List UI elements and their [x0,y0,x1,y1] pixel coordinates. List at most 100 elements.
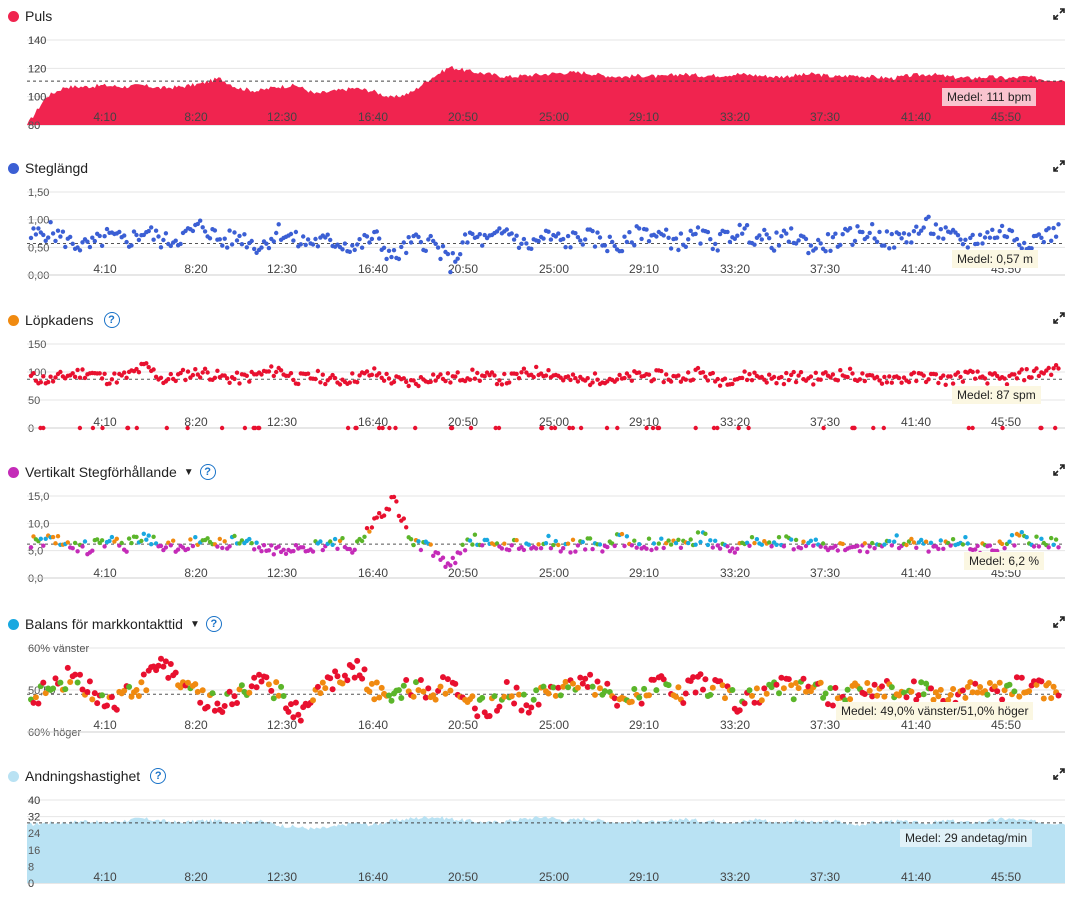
data-point [692,689,699,696]
data-point [604,680,611,687]
data-point [941,546,946,551]
data-point [730,546,735,551]
help-icon[interactable]: ? [199,464,216,480]
data-point [995,235,1000,240]
data-point [926,377,931,382]
data-point [742,369,747,374]
data-point [767,540,772,545]
data-point [678,379,684,384]
data-point [786,239,791,244]
data-point [828,248,833,253]
data-point [401,376,406,381]
data-point [60,229,66,234]
data-point [803,236,809,242]
data-point [622,375,627,381]
data-point [28,235,34,241]
expand-icon[interactable] [1053,768,1065,780]
data-point [301,234,306,239]
data-point [631,686,638,692]
data-point [430,692,437,699]
data-point [963,535,968,540]
expand-icon[interactable] [1053,616,1065,628]
data-point [398,695,405,701]
data-point [193,535,198,540]
data-point [697,671,704,678]
x-tick-label: 33:20 [720,566,750,580]
data-point [158,655,164,662]
data-point [614,377,620,382]
data-point [968,235,973,241]
data-point [418,547,424,553]
data-point [62,686,69,693]
x-tick-label: 37:30 [810,566,840,580]
data-point [264,241,269,246]
data-point [938,538,943,543]
x-tick-label: 12:30 [267,110,297,124]
data-point [811,382,816,387]
data-point [688,228,693,233]
data-point [122,233,127,238]
x-tick-label: 25:00 [539,415,569,429]
data-point [469,693,476,700]
data-point [422,694,429,701]
data-point [432,696,439,703]
data-point [575,379,581,384]
panel-title: Löpkadens [25,312,94,328]
data-point [855,224,860,229]
data-point [717,383,723,388]
data-point [877,229,882,235]
dropdown-caret-icon[interactable]: ▼ [183,466,194,478]
expand-icon[interactable] [1053,8,1065,20]
data-point [293,543,299,548]
data-point [962,694,969,701]
help-icon[interactable]: ? [205,616,222,632]
panel-header: Andningshastighet ? [8,766,167,786]
data-point [830,235,836,240]
data-point [480,543,485,548]
data-point [702,676,709,683]
data-point [428,233,433,239]
y-tick-label: 0,50 [28,242,49,254]
data-point [140,671,147,678]
data-point [415,687,422,694]
data-point [800,675,807,682]
data-point [251,674,258,681]
data-point [138,679,145,686]
help-icon[interactable]: ? [150,768,167,784]
expand-icon[interactable] [1053,464,1065,476]
expand-icon[interactable] [1053,312,1065,324]
help-icon[interactable]: ? [103,312,120,328]
data-point [190,543,196,549]
data-point [768,684,775,691]
data-point [577,674,584,681]
data-point [982,235,988,240]
data-point [380,425,385,431]
data-point [991,683,998,690]
data-point [433,378,438,383]
data-point [649,547,654,553]
data-point [570,425,575,431]
data-point [610,239,615,245]
data-point [254,540,259,545]
data-point [985,381,990,386]
data-point [568,550,573,555]
data-point [753,685,760,692]
expand-icon[interactable] [1053,160,1065,172]
series-area [27,815,1065,883]
data-point [611,695,618,702]
data-point [72,540,78,546]
data-point [817,679,824,686]
data-point [713,241,718,247]
data-point [531,374,536,380]
data-point [622,543,627,549]
data-point [903,694,910,701]
data-point [847,366,853,371]
data-point [502,541,507,546]
data-point [561,236,566,242]
data-point [915,692,922,699]
data-point [377,371,382,376]
data-point [400,682,407,689]
dropdown-caret-icon[interactable]: ▼ [189,618,200,630]
data-point [779,234,784,239]
data-point [771,374,777,380]
